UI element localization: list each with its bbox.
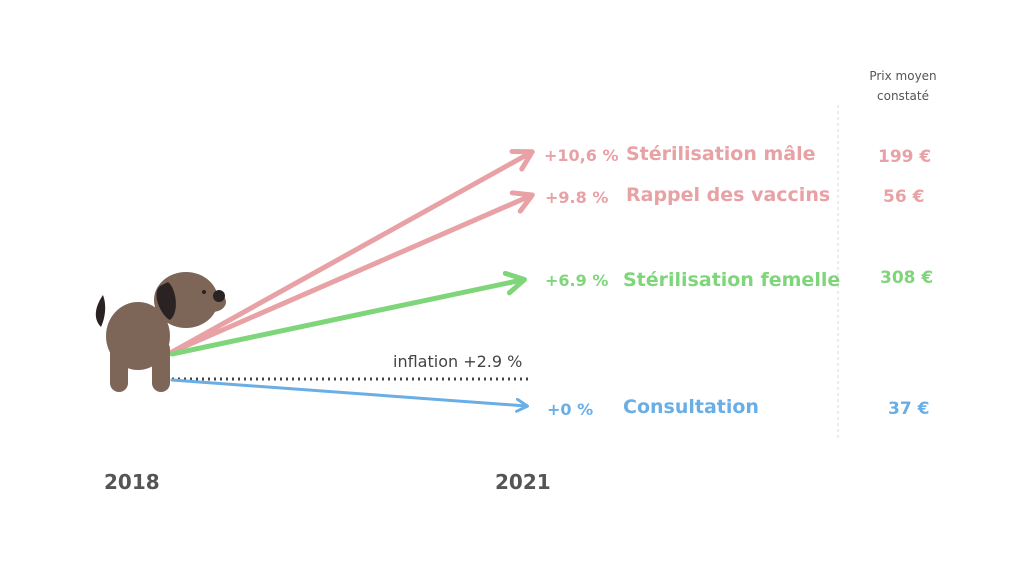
dog-illustration (95, 272, 226, 392)
series-label-sterilisation-male: Stérilisation mâle (626, 143, 816, 165)
price-sterilisation-femelle: 308 € (880, 268, 934, 288)
inflation-label: inflation +2.9 % (393, 352, 523, 371)
arrow-rappel-vaccins (169, 190, 535, 355)
x-tick-label-start: 2018 (104, 470, 160, 494)
arrow-sterilisation-femelle (169, 270, 527, 357)
x-tick-label-end: 2021 (495, 470, 551, 494)
change-label-sterilisation-male: +10,6 % (544, 146, 619, 165)
change-label-consultation: +0 % (547, 400, 594, 419)
price-consultation: 37 € (888, 399, 930, 419)
change-label-sterilisation-femelle: +6.9 % (545, 271, 609, 290)
price-sterilisation-male: 199 € (878, 147, 932, 167)
series-label-sterilisation-femelle: Stérilisation femelle (623, 269, 841, 291)
price-column-header-line1: Prix moyen (869, 69, 937, 83)
price-rappel-vaccins: 56 € (883, 187, 925, 207)
series-label-rappel-vaccins: Rappel des vaccins (626, 184, 831, 206)
price-column-header-line2: constaté (877, 89, 929, 103)
change-label-rappel-vaccins: +9.8 % (545, 188, 609, 207)
arrow-consultation (170, 378, 529, 413)
arrow-sterilisation-male (169, 149, 535, 355)
series-label-consultation: Consultation (623, 396, 759, 418)
